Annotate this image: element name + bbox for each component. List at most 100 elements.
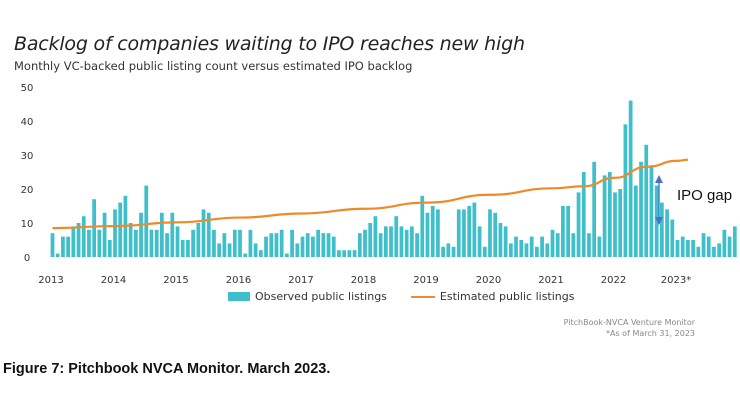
y-tick-label: 50 xyxy=(21,83,34,94)
bar xyxy=(347,250,352,257)
bar xyxy=(326,233,331,257)
bar xyxy=(258,250,263,257)
bar xyxy=(160,212,164,257)
bar xyxy=(488,209,492,257)
bar xyxy=(66,236,70,257)
bar xyxy=(71,226,76,257)
bar xyxy=(118,202,123,257)
bar xyxy=(321,233,326,257)
bar xyxy=(180,240,185,257)
line-series-estimated xyxy=(52,158,688,230)
bar xyxy=(660,202,664,257)
bar xyxy=(613,192,617,257)
y-axis: 0 10 20 30 40 50 xyxy=(21,83,34,264)
bar xyxy=(113,209,117,257)
bar xyxy=(519,240,524,257)
bar xyxy=(451,246,456,257)
bar xyxy=(196,223,201,257)
bar xyxy=(81,216,86,257)
chart-subtitle: Monthly VC-backed public listing count v… xyxy=(14,59,413,73)
bar xyxy=(477,226,482,257)
bar xyxy=(498,223,503,257)
bar xyxy=(410,226,414,257)
x-tick-label: 2013 xyxy=(38,275,63,286)
bar xyxy=(628,100,633,257)
bar xyxy=(154,229,159,257)
bar xyxy=(404,229,409,257)
bar xyxy=(170,212,175,257)
x-tick-label: 2015 xyxy=(163,275,188,286)
x-tick-label: 2021 xyxy=(538,275,563,286)
bar xyxy=(670,219,675,257)
legend-label-estimated: Estimated public listings xyxy=(439,290,575,303)
chart-title: Backlog of companies waiting to IPO reac… xyxy=(14,33,525,55)
bar xyxy=(311,236,315,257)
bar xyxy=(102,212,107,257)
bar xyxy=(566,206,570,257)
bar xyxy=(290,229,294,257)
bar xyxy=(581,172,586,257)
bar xyxy=(92,199,97,257)
bar xyxy=(722,229,727,257)
bar xyxy=(555,233,560,257)
bar xyxy=(576,192,581,257)
bar xyxy=(217,243,222,257)
bar xyxy=(633,185,638,257)
bar xyxy=(467,206,472,257)
bar xyxy=(305,233,310,257)
bar xyxy=(357,233,362,257)
bar xyxy=(514,236,518,257)
bar xyxy=(482,246,487,257)
bar xyxy=(206,212,211,257)
bar xyxy=(149,229,154,257)
bar xyxy=(706,236,711,257)
bar xyxy=(383,226,388,257)
bar xyxy=(701,233,706,257)
bar xyxy=(441,246,445,257)
bar xyxy=(342,250,347,257)
bar xyxy=(175,226,180,257)
bar xyxy=(316,229,320,257)
bar xyxy=(540,236,544,257)
bar xyxy=(425,212,430,257)
bar xyxy=(545,243,550,257)
bar xyxy=(248,229,253,257)
y-tick-label: 30 xyxy=(21,151,34,162)
bar xyxy=(524,243,529,257)
bar xyxy=(727,236,732,257)
bar xyxy=(352,250,357,257)
arrow-head-up-icon xyxy=(655,175,663,183)
ipo-gap-arrow-icon xyxy=(655,175,663,225)
legend-swatch-observed xyxy=(228,292,250,301)
x-tick-label: 2018 xyxy=(351,275,376,286)
arrow-head-down-icon xyxy=(655,217,663,225)
bar xyxy=(368,223,373,257)
bar xyxy=(462,209,466,257)
bar xyxy=(503,226,508,257)
bar xyxy=(649,165,654,257)
legend-swatch-estimated xyxy=(410,295,435,298)
bar xyxy=(399,226,404,257)
source-line: PitchBook-NVCA Venture Monitor xyxy=(563,318,695,327)
footnote-line: *As of March 31, 2023 xyxy=(606,329,695,338)
ipo-gap-annotation: IPO gap xyxy=(677,187,733,204)
bar xyxy=(618,189,623,257)
bar xyxy=(535,246,539,257)
bar xyxy=(76,223,81,257)
bar xyxy=(654,185,659,257)
bar xyxy=(243,253,248,257)
bar xyxy=(50,233,55,257)
y-tick-label: 40 xyxy=(21,117,34,128)
bar xyxy=(508,243,513,257)
bar xyxy=(87,229,91,257)
bar xyxy=(550,229,555,257)
bar xyxy=(331,236,336,257)
x-tick-label: 2022 xyxy=(601,275,626,286)
x-tick-label: 2023* xyxy=(661,275,691,286)
source-note: PitchBook-NVCA Venture Monitor *As of Ma… xyxy=(564,317,695,339)
bar xyxy=(639,161,643,257)
bar xyxy=(394,216,399,257)
bar xyxy=(378,233,383,257)
chart-legend: Observed public listings Estimated publi… xyxy=(228,290,574,303)
x-tick-label: 2014 xyxy=(101,275,126,286)
